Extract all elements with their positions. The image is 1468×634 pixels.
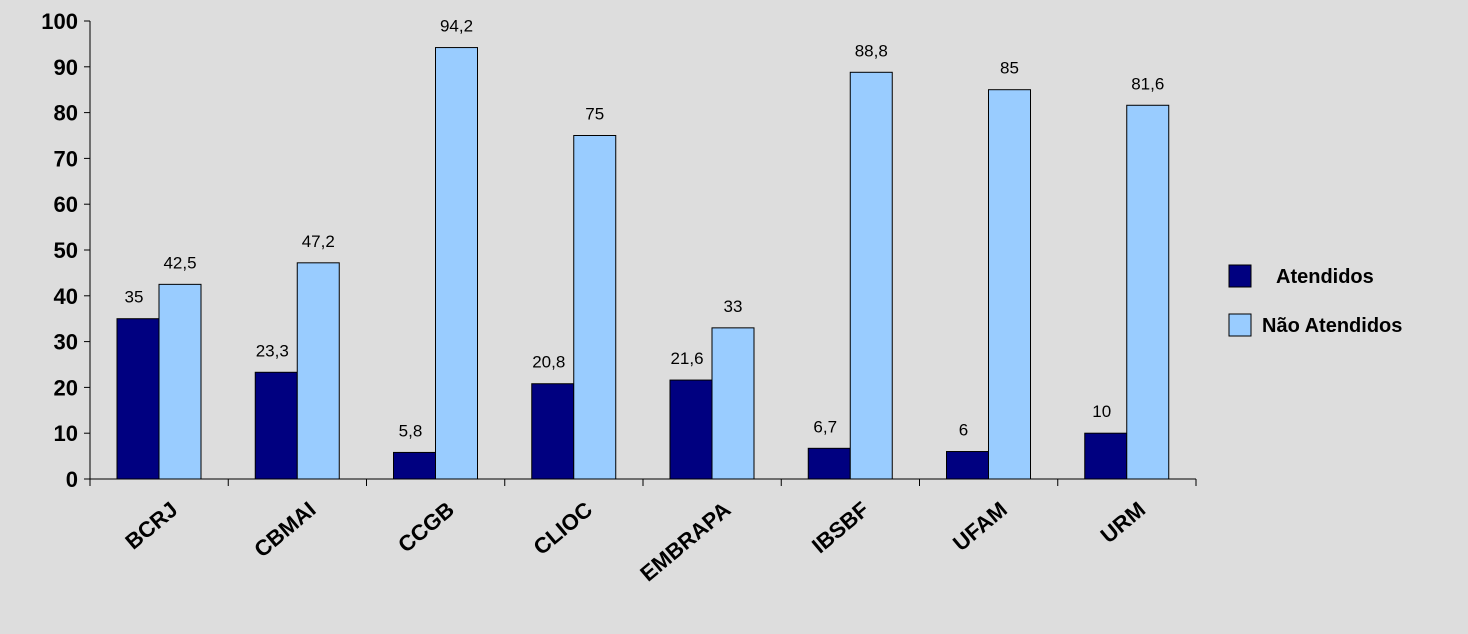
data-label: 6,7	[813, 417, 837, 436]
bar-nao-atendidos	[711, 327, 755, 480]
bar-atendidos	[531, 383, 575, 480]
data-label: 5,8	[399, 421, 423, 440]
bar-nao-atendidos	[296, 262, 340, 480]
data-label: 94,2	[440, 17, 473, 36]
data-label: 75	[585, 105, 604, 124]
y-tick-label: 30	[54, 330, 78, 355]
data-label: 33	[724, 297, 743, 316]
category-label: URM	[1096, 497, 1150, 548]
legend-swatch-nao-atendidos	[1228, 313, 1252, 337]
data-label: 81,6	[1131, 74, 1164, 93]
category-label: UFAM	[948, 497, 1012, 556]
legend-label: Atendidos	[1276, 266, 1374, 288]
y-tick-label: 10	[54, 421, 78, 446]
y-tick-label: 50	[54, 238, 78, 263]
bar-atendidos	[254, 371, 298, 480]
data-label: 88,8	[855, 41, 888, 60]
data-label: 85	[1000, 59, 1019, 78]
bar-atendidos	[946, 451, 989, 480]
bar-atendidos	[807, 447, 851, 480]
category-label: IBSBF	[807, 497, 874, 559]
bar-atendidos	[116, 318, 160, 480]
bar-atendidos	[1084, 432, 1128, 480]
y-tick-label: 40	[54, 284, 78, 309]
bar-nao-atendidos	[435, 47, 478, 480]
bar-nao-atendidos	[573, 135, 617, 480]
data-label: 23,3	[256, 341, 289, 360]
y-tick-label: 80	[54, 101, 78, 126]
y-tick-label: 90	[54, 55, 78, 80]
legend-swatch-atendidos	[1228, 264, 1252, 288]
bar-atendidos	[669, 379, 713, 480]
category-label: EMBRAPA	[635, 497, 735, 587]
y-tick-label: 20	[54, 375, 78, 400]
data-label: 10	[1092, 402, 1111, 421]
bar-nao-atendidos	[1126, 104, 1170, 480]
bar-atendidos	[393, 451, 436, 480]
data-label: 35	[125, 288, 144, 307]
category-label: CLIOC	[529, 497, 598, 560]
category-label: CBMAI	[249, 497, 320, 563]
data-label: 6	[959, 421, 968, 440]
y-tick-label: 100	[41, 9, 78, 34]
data-label: 47,2	[302, 232, 335, 251]
data-label: 21,6	[670, 349, 703, 368]
bar-nao-atendidos	[158, 283, 202, 480]
data-label: 42,5	[163, 253, 196, 272]
y-tick-label: 0	[66, 467, 78, 492]
bar-nao-atendidos	[849, 71, 893, 480]
bar-nao-atendidos	[988, 89, 1031, 480]
category-label: CCGB	[393, 497, 459, 558]
y-tick-label: 70	[54, 146, 78, 171]
y-tick-label: 60	[54, 192, 78, 217]
data-label: 20,8	[532, 353, 565, 372]
legend-label: Não Atendidos	[1262, 315, 1402, 337]
category-label: BCRJ	[120, 497, 182, 555]
